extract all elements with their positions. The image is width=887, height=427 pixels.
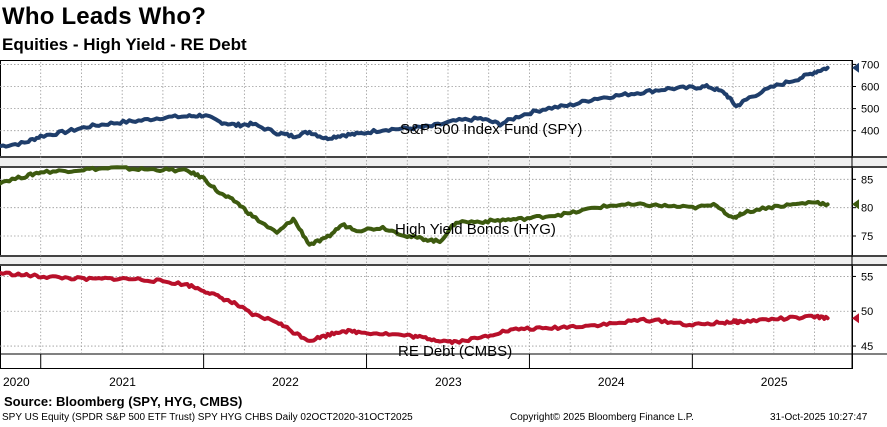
y-tick-label-spy: 500 — [861, 104, 879, 116]
x-tick-label: 2021 — [109, 375, 136, 389]
x-tick-label: 2024 — [598, 375, 625, 389]
y-tick-label-cmbs: 50 — [861, 306, 873, 318]
y-tick-label-spy: 700 — [861, 59, 879, 71]
series-label-hyg: High Yield Bonds (HYG) — [395, 221, 556, 238]
last-value-marker-cmbs — [852, 313, 859, 324]
series-line-cmbs — [0, 270, 830, 345]
chart-title: Who Leads Who? — [2, 3, 207, 30]
x-tick-label: 2025 — [761, 375, 788, 389]
y-tick-label-hyg: 85 — [861, 174, 873, 186]
x-axis: 2020 2021 2022 2023 2024 2025 — [3, 354, 788, 389]
y-tick-label-spy: 600 — [861, 82, 879, 94]
panel-divider — [0, 156, 887, 158]
last-value-marker-spy — [852, 62, 859, 73]
panel-divider — [0, 166, 887, 168]
y-tick-label-spy: 400 — [861, 126, 879, 138]
panel-divider — [0, 255, 887, 257]
grid-lines — [0, 62, 852, 353]
y-tick-labels: 400 500 600 700 75 80 85 45 50 55 — [852, 59, 879, 353]
series-lines — [0, 65, 830, 345]
panel-gap — [0, 158, 887, 166]
x-tick-label: 2023 — [435, 375, 462, 389]
series-label-spy: S&P 500 Index Fund (SPY) — [400, 121, 582, 138]
chart-subtitle: Equities - High Yield - RE Debt — [2, 35, 247, 54]
panel-gap — [0, 257, 887, 264]
series-line-spy — [0, 65, 830, 149]
y-tick-label-hyg: 80 — [861, 203, 873, 215]
panel-divider — [0, 264, 887, 266]
x-tick-label: 2022 — [272, 375, 299, 389]
source-note: Source: Bloomberg (SPY, HYG, CMBS) — [4, 394, 243, 409]
last-value-marker-hyg — [852, 199, 859, 210]
y-tick-label-cmbs: 55 — [861, 271, 873, 283]
x-tick-label: 2020 — [3, 375, 30, 389]
series-line-hyg — [0, 165, 830, 247]
y-tick-label-hyg: 75 — [861, 231, 873, 243]
series-label-cmbs: RE Debt (CMBS) — [398, 343, 512, 360]
y-tick-label-cmbs: 45 — [861, 341, 873, 353]
footer-ticker-info: SPY US Equity (SPDR S&P 500 ETF Trust) S… — [2, 412, 413, 423]
footer-copyright: Copyright© 2025 Bloomberg Finance L.P. — [510, 412, 694, 423]
footer-timestamp: 31-Oct-2025 10:27:47 — [770, 412, 868, 423]
panel-frames — [0, 60, 887, 369]
